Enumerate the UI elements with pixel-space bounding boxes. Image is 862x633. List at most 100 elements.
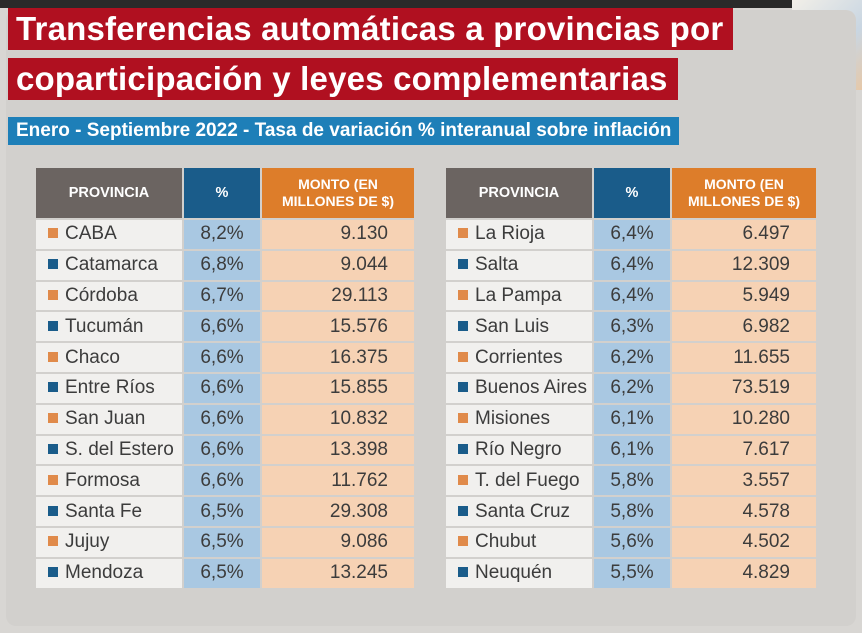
pct-cell: 5,6%: [594, 527, 670, 557]
pct-cell: 6,8%: [184, 250, 260, 280]
marker-square-icon: [48, 505, 58, 516]
header-amount: MONTO (EN MILLONES DE $): [672, 168, 816, 218]
marker-square-icon: [458, 474, 468, 485]
province-cell: S. del Estero: [36, 435, 182, 465]
pct-cell: 5,8%: [594, 497, 670, 526]
amount-cell: 15.576: [262, 312, 414, 342]
table-row: Salta 6,4% 12.309: [446, 250, 816, 280]
amount-cell: 13.398: [262, 435, 414, 465]
table-row: CABA 8,2% 9.130: [36, 220, 414, 249]
pct-cell: 6,3%: [594, 312, 670, 342]
province-name: Mendoza: [65, 562, 144, 584]
table-row: S. del Estero 6,6% 13.398: [36, 435, 414, 465]
amount-cell: 73.519: [672, 373, 816, 403]
province-cell: Chubut: [446, 527, 592, 557]
marker-square-icon: [48, 474, 58, 485]
marker-square-icon: [458, 228, 468, 239]
table-row: Misiones 6,1% 10.280: [446, 404, 816, 434]
province-name: T. del Fuego: [475, 469, 580, 491]
table-row: Mendoza 6,5% 13.245: [36, 558, 414, 588]
province-name: Córdoba: [65, 284, 138, 306]
amount-cell: 4.502: [672, 527, 816, 557]
pct-cell: 6,6%: [184, 404, 260, 434]
marker-square-icon: [458, 259, 468, 270]
table-row: Santa Cruz 5,8% 4.578: [446, 497, 816, 526]
province-name: Tucumán: [65, 315, 144, 337]
marker-square-icon: [48, 289, 58, 300]
amount-cell: 29.113: [262, 281, 414, 311]
province-name: San Juan: [65, 408, 146, 430]
title-line-1: Transferencias automáticas a provincias …: [8, 8, 734, 50]
header-row: PROVINCIA % MONTO (EN MILLONES DE $): [446, 168, 816, 218]
province-cell: La Pampa: [446, 281, 592, 311]
header-amount-line2: MILLONES DE $): [687, 193, 800, 209]
table-row: San Luis 6,3% 6.982: [446, 312, 816, 342]
pct-cell: 6,5%: [184, 527, 260, 557]
pct-cell: 8,2%: [184, 220, 260, 249]
table-row: Río Negro 6,1% 7.617: [446, 435, 816, 465]
table-row: Formosa 6,6% 11.762: [36, 466, 414, 496]
pct-cell: 6,7%: [184, 281, 260, 311]
province-cell: T. del Fuego: [446, 466, 592, 496]
table-row: Tucumán 6,6% 15.576: [36, 312, 414, 342]
header-amount-line2: MILLONES DE $): [281, 193, 394, 209]
amount-cell: 3.557: [672, 466, 816, 496]
table-row: Neuquén 5,5% 4.829: [446, 558, 816, 588]
table-row: Corrientes 6,2% 11.655: [446, 343, 816, 372]
amount-cell: 6.497: [672, 220, 816, 249]
table-row: Córdoba 6,7% 29.113: [36, 281, 414, 311]
amount-cell: 12.309: [672, 250, 816, 280]
amount-cell: 11.762: [262, 466, 414, 496]
province-name: Buenos Aires: [475, 377, 587, 399]
pct-cell: 6,6%: [184, 435, 260, 465]
table-row: Santa Fe 6,5% 29.308: [36, 497, 414, 526]
province-name: S. del Estero: [65, 438, 174, 460]
province-cell: Neuquén: [446, 558, 592, 588]
amount-cell: 13.245: [262, 558, 414, 588]
province-cell: Corrientes: [446, 343, 592, 372]
province-name: Santa Fe: [65, 500, 143, 522]
table-right-body: La Rioja 6,4% 6.497 Salta 6,4% 12.309 La Pampa…: [446, 220, 816, 588]
amount-cell: 9.044: [262, 250, 414, 280]
province-cell: Formosa: [36, 466, 182, 496]
marker-square-icon: [48, 382, 58, 393]
marker-square-icon: [48, 228, 58, 239]
province-name: Corrientes: [475, 346, 563, 368]
province-name: Río Negro: [475, 438, 562, 460]
pct-cell: 6,5%: [184, 497, 260, 526]
amount-cell: 15.855: [262, 373, 414, 403]
amount-cell: 29.308: [262, 497, 414, 526]
amount-cell: 9.086: [262, 527, 414, 557]
amount-cell: 4.829: [672, 558, 816, 588]
province-cell: San Juan: [36, 404, 182, 434]
marker-square-icon: [48, 259, 58, 270]
header-amount-line1: MONTO (EN: [298, 176, 378, 192]
pct-cell: 6,6%: [184, 373, 260, 403]
header-province: PROVINCIA: [36, 168, 182, 218]
province-cell: Salta: [446, 250, 592, 280]
marker-square-icon: [458, 320, 468, 331]
title-line-2: coparticipación y leyes complementarias: [8, 58, 678, 100]
pct-cell: 6,1%: [594, 404, 670, 434]
province-name: San Luis: [475, 315, 549, 337]
province-name: Chubut: [475, 531, 537, 553]
amount-cell: 10.280: [672, 404, 816, 434]
table-left: PROVINCIA % MONTO (EN MILLONES DE $) CABA…: [34, 166, 416, 590]
marker-square-icon: [48, 443, 58, 454]
amount-cell: 9.130: [262, 220, 414, 249]
marker-square-icon: [48, 536, 58, 547]
marker-square-icon: [458, 567, 468, 578]
marker-square-icon: [458, 505, 468, 516]
pct-cell: 6,6%: [184, 312, 260, 342]
table-row: Catamarca 6,8% 9.044: [36, 250, 414, 280]
table-row: Chubut 5,6% 4.502: [446, 527, 816, 557]
table-row: Jujuy 6,5% 9.086: [36, 527, 414, 557]
header-amount: MONTO (EN MILLONES DE $): [262, 168, 414, 218]
province-cell: Catamarca: [36, 250, 182, 280]
pct-cell: 6,4%: [594, 220, 670, 249]
province-name: La Rioja: [475, 223, 545, 245]
province-cell: Chaco: [36, 343, 182, 372]
amount-cell: 10.832: [262, 404, 414, 434]
province-name: CABA: [65, 223, 117, 245]
province-cell: Mendoza: [36, 558, 182, 588]
